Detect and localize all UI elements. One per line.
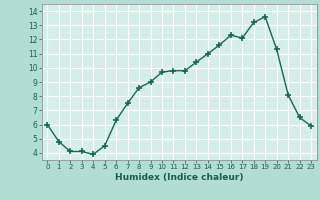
X-axis label: Humidex (Indice chaleur): Humidex (Indice chaleur) [115, 173, 244, 182]
